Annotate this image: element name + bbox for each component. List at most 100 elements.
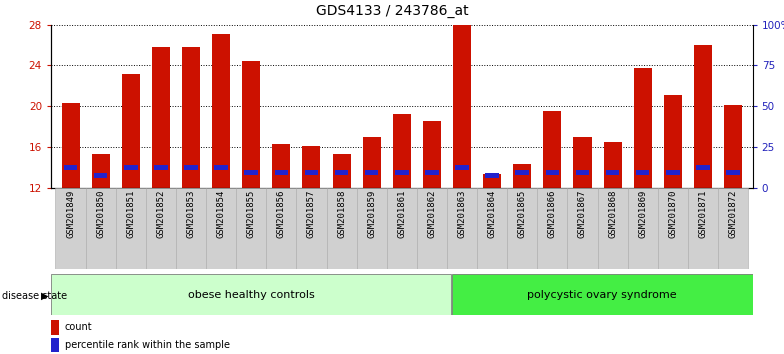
Bar	[206, 188, 236, 269]
Text: GSM201852: GSM201852	[156, 190, 165, 239]
Bar	[274, 170, 288, 175]
Bar	[417, 188, 447, 269]
Bar	[452, 274, 753, 315]
Bar	[303, 146, 321, 188]
Bar	[146, 188, 176, 269]
Text: GSM201872: GSM201872	[728, 190, 738, 239]
Bar	[606, 170, 619, 175]
Bar	[51, 274, 451, 315]
Bar	[365, 170, 379, 175]
Bar	[387, 188, 417, 269]
Bar	[393, 114, 411, 188]
Bar	[85, 188, 116, 269]
Bar	[51, 320, 59, 335]
Text: GSM201866: GSM201866	[548, 190, 557, 239]
Bar	[568, 188, 597, 269]
Bar	[575, 170, 590, 175]
Bar	[212, 34, 230, 188]
Bar	[242, 62, 260, 188]
Bar	[658, 188, 688, 269]
Bar	[485, 173, 499, 178]
Bar	[447, 188, 477, 269]
Bar	[483, 175, 501, 188]
Text: GSM201869: GSM201869	[638, 190, 648, 239]
Bar	[51, 338, 59, 352]
Bar	[214, 165, 228, 170]
Text: GSM201868: GSM201868	[608, 190, 617, 239]
Bar	[724, 105, 742, 188]
Text: GSM201859: GSM201859	[367, 190, 376, 239]
Text: GSM201867: GSM201867	[578, 190, 587, 239]
Bar	[425, 170, 439, 175]
Bar	[272, 144, 290, 188]
Bar	[666, 170, 680, 175]
Text: GSM201856: GSM201856	[277, 190, 286, 239]
Bar	[633, 68, 652, 188]
Bar	[477, 188, 507, 269]
Bar	[326, 188, 357, 269]
Bar	[664, 95, 682, 188]
Text: GSM201855: GSM201855	[247, 190, 256, 239]
Bar	[363, 137, 381, 188]
Bar	[94, 173, 107, 178]
Text: GSM201854: GSM201854	[216, 190, 226, 239]
Text: percentile rank within the sample: percentile rank within the sample	[64, 340, 230, 350]
Bar	[628, 188, 658, 269]
Bar	[636, 170, 649, 175]
Bar	[296, 188, 326, 269]
Bar	[573, 137, 591, 188]
Text: GSM201865: GSM201865	[517, 190, 527, 239]
Text: GSM201864: GSM201864	[488, 190, 496, 239]
Bar	[122, 74, 140, 188]
Bar	[718, 188, 748, 269]
Bar	[245, 170, 258, 175]
Bar	[332, 154, 350, 188]
Bar	[453, 25, 471, 188]
Bar	[543, 111, 561, 188]
Bar	[152, 47, 170, 188]
Text: GSM201870: GSM201870	[668, 190, 677, 239]
Text: GSM201871: GSM201871	[699, 190, 707, 239]
Bar	[694, 45, 712, 188]
Text: polycystic ovary syndrome: polycystic ovary syndrome	[528, 290, 677, 300]
Text: GSM201863: GSM201863	[458, 190, 466, 239]
Text: GSM201851: GSM201851	[126, 190, 136, 239]
Text: ▶: ▶	[41, 291, 49, 301]
Text: GSM201862: GSM201862	[427, 190, 437, 239]
Bar	[64, 165, 78, 170]
Bar	[124, 165, 137, 170]
Bar	[597, 188, 628, 269]
Text: GSM201861: GSM201861	[397, 190, 406, 239]
Bar	[305, 170, 318, 175]
Bar	[546, 170, 559, 175]
Bar	[395, 170, 408, 175]
Bar	[537, 188, 568, 269]
Bar	[61, 103, 79, 188]
Bar	[516, 170, 529, 175]
Text: GSM201857: GSM201857	[307, 190, 316, 239]
Text: GSM201858: GSM201858	[337, 190, 346, 239]
Bar	[182, 47, 200, 188]
Text: obese healthy controls: obese healthy controls	[187, 290, 314, 300]
Text: GSM201850: GSM201850	[96, 190, 105, 239]
Bar	[726, 170, 740, 175]
Bar	[236, 188, 267, 269]
Bar	[176, 188, 206, 269]
Text: disease state: disease state	[2, 291, 67, 301]
Bar	[92, 154, 110, 188]
Text: GDS4133 / 243786_at: GDS4133 / 243786_at	[316, 4, 468, 18]
Text: GSM201849: GSM201849	[66, 190, 75, 239]
Bar	[335, 170, 348, 175]
Bar	[696, 165, 710, 170]
Bar	[154, 165, 168, 170]
Bar	[507, 188, 537, 269]
Bar	[116, 188, 146, 269]
Bar	[604, 142, 622, 188]
Bar	[184, 165, 198, 170]
Bar	[267, 188, 296, 269]
Text: count: count	[64, 322, 93, 332]
Bar	[514, 164, 532, 188]
Bar	[56, 188, 85, 269]
Bar	[456, 165, 469, 170]
Bar	[423, 121, 441, 188]
